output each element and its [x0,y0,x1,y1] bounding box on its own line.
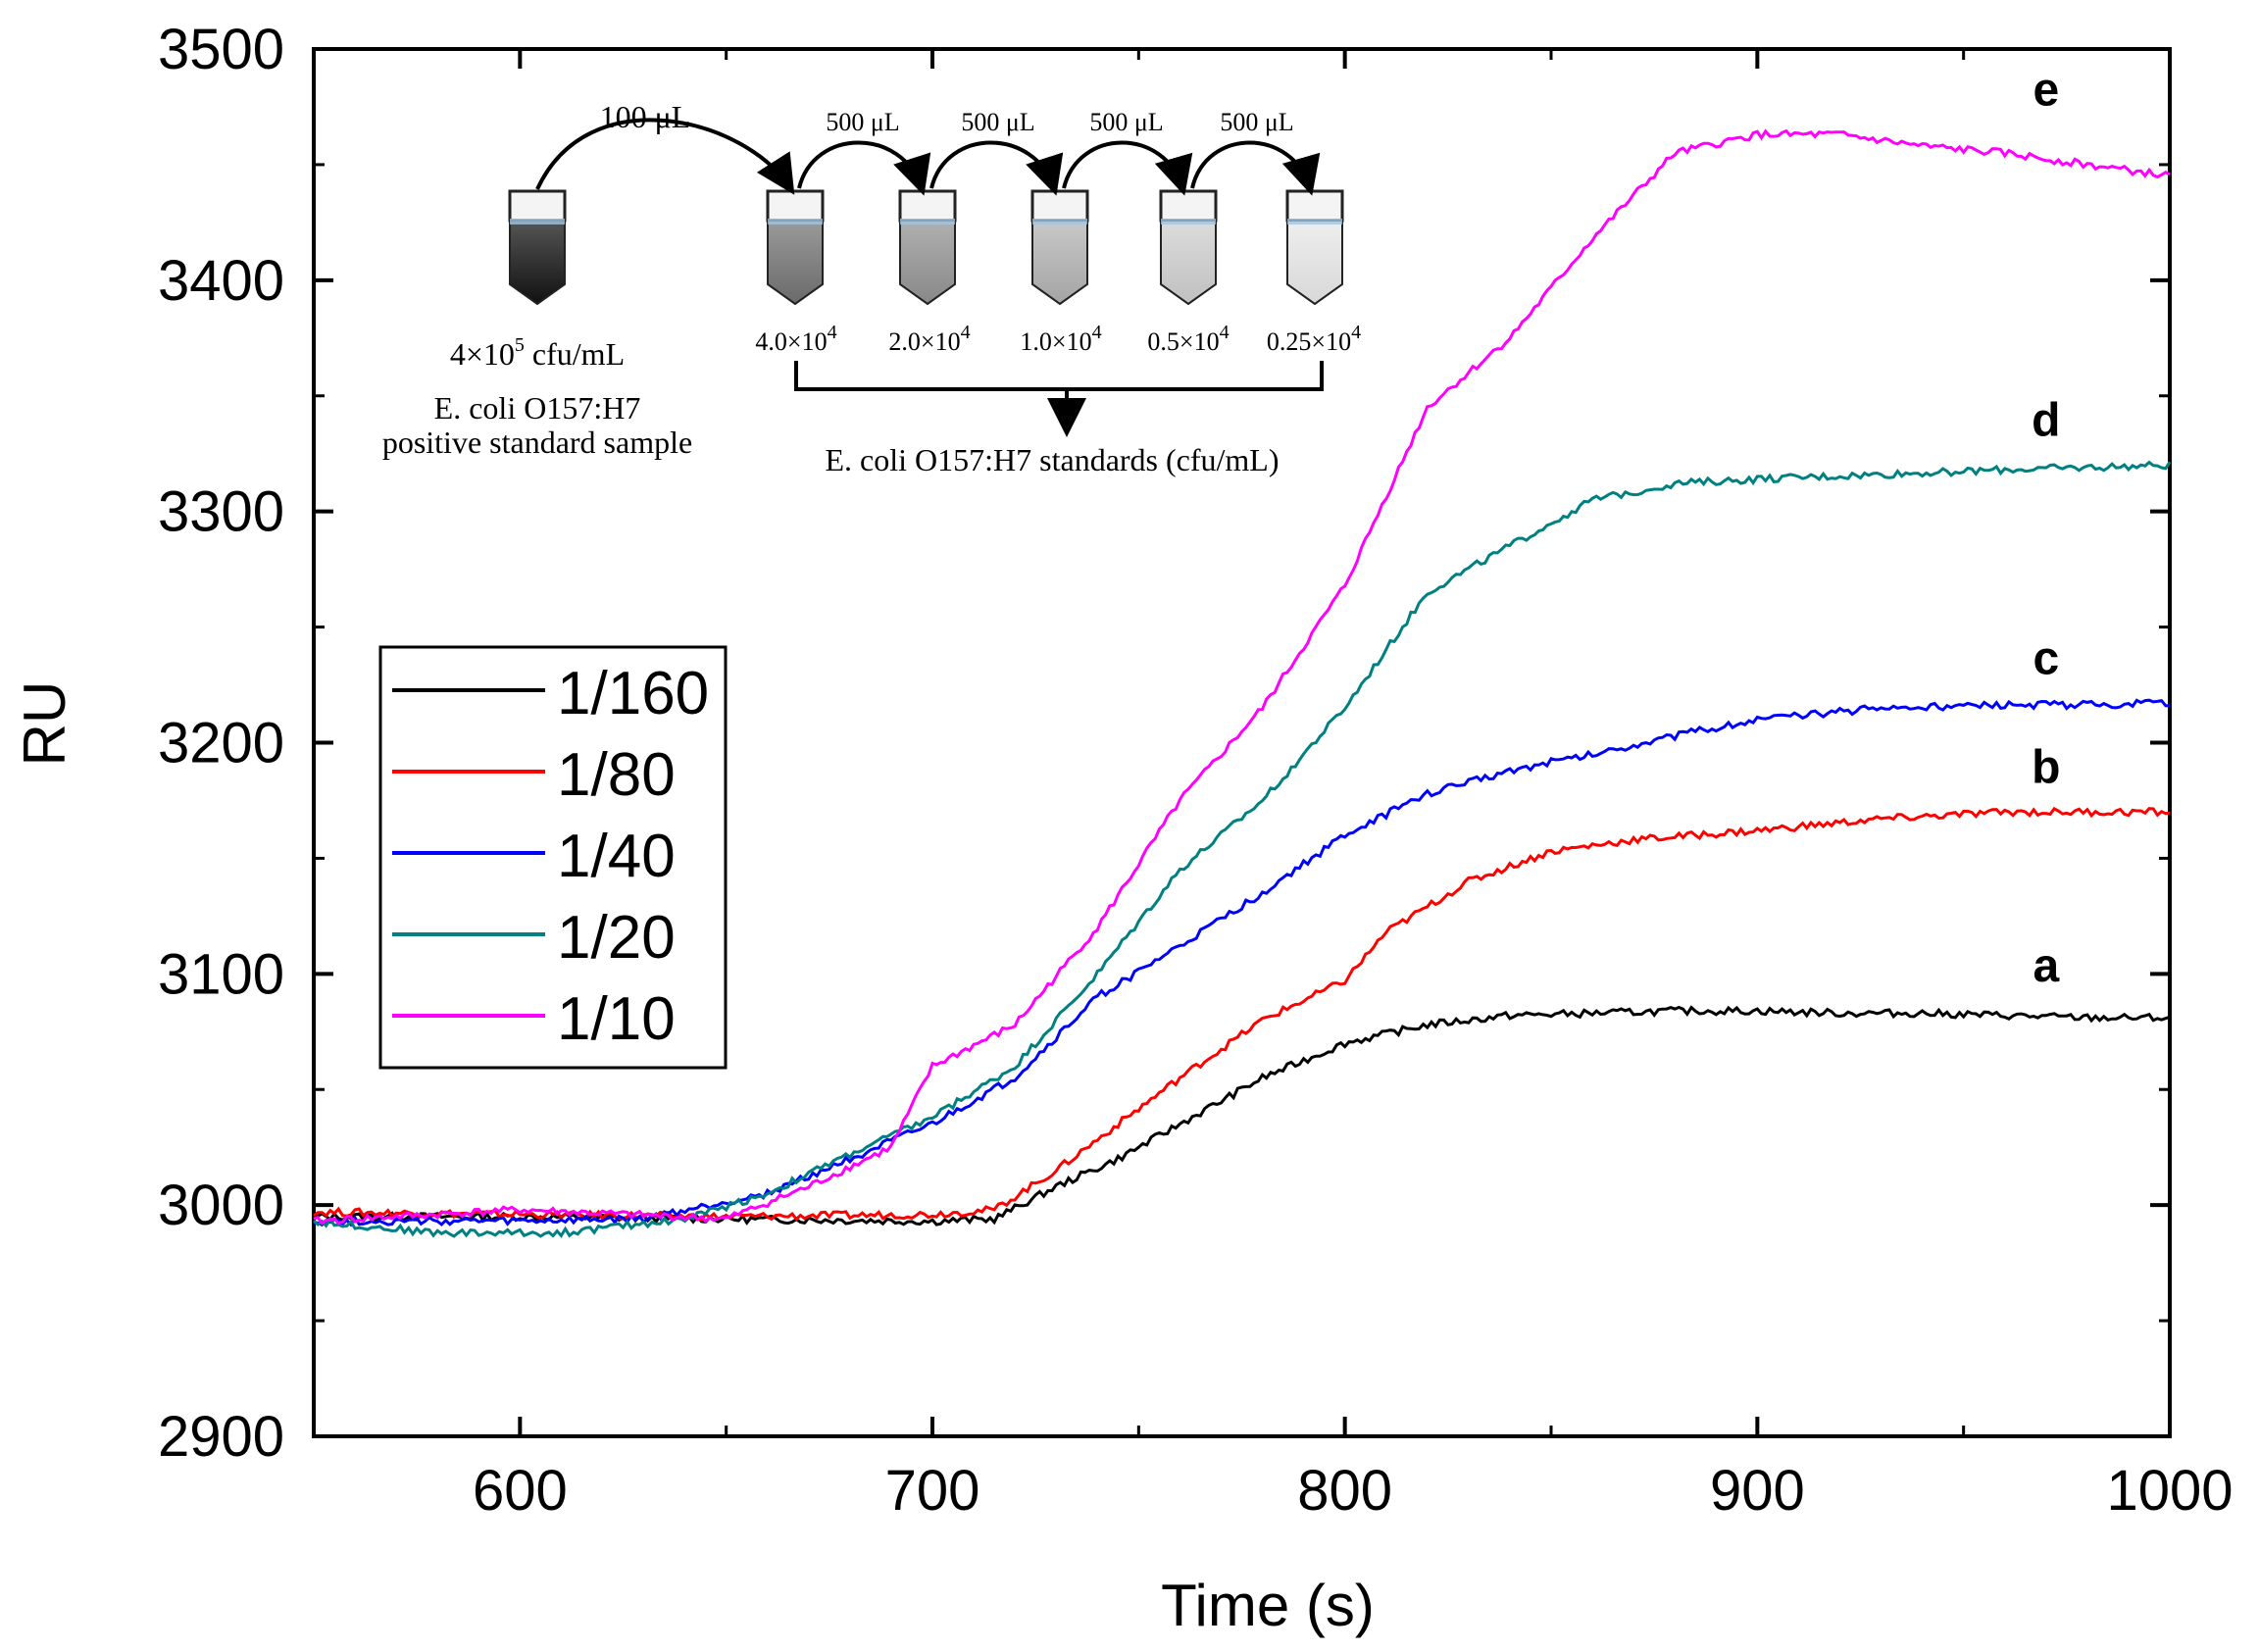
transfer-volume-label-2: 500 μL [961,108,1034,136]
curve-tag-b: b [2032,741,2060,793]
curve-tag-a: a [2033,940,2059,992]
curve-tag-c: c [2033,632,2059,684]
dilution-label-2: 2.0×104 [888,322,970,356]
legend-label-b: 1/80 [557,741,676,809]
legend-label-a: 1/160 [557,660,709,727]
y-tick-label: 3400 [158,249,284,313]
legend-label-d: 1/20 [557,904,676,972]
dilution-label-1: 4.0×104 [755,322,836,356]
curve-tags: a b c d e [2032,64,2060,992]
dilution-label-5: 0.25×104 [1267,322,1361,356]
y-axis-title: RU [12,681,77,767]
dilution-label-3: 1.0×104 [1020,322,1101,356]
legend-box [378,645,728,1070]
dilution-tube-2 [898,189,957,306]
transfer-arrow-2 [797,140,931,196]
series-line-e [313,128,2171,1226]
standards-label: E. coli O157:H7 standards (cfu/mL) [826,442,1280,477]
curve-tag-e: e [2033,64,2059,116]
legend: 1/160 1/80 1/40 1/20 1/10 [378,645,728,1070]
series-line-c [314,698,2171,1227]
transfer-arrow-1 [535,118,795,195]
stock-concentration: 4×105 cfu/mL [450,334,625,372]
x-axis-title: Time (s) [1161,1573,1375,1638]
legend-label-c: 1/40 [557,823,676,890]
transfer-arrow-3 [929,140,1064,196]
dilution-diagram: 100 μL 500 μL 500 μL 500 μL 500 μL 4×105… [382,99,1361,477]
stock-organism: E. coli O157:H7 [434,390,641,426]
y-tick-label: 3200 [158,712,284,776]
transfer-volume-label-4: 500 μL [1220,108,1293,136]
x-tick-label: 1000 [2106,1459,2233,1523]
y-tick-label: 3000 [158,1174,284,1237]
curve-tag-d: d [2032,395,2060,447]
x-tick-label: 700 [885,1459,980,1523]
dilution-tube-4 [1159,189,1218,306]
x-tick-label: 900 [1710,1459,1805,1523]
legend-label-e: 1/10 [557,985,676,1053]
standards-bracket [794,361,1324,429]
x-tick-label: 600 [473,1459,568,1523]
transfer-arrow-4 [1062,140,1193,196]
series-layer [313,128,2172,1238]
transfer-volume-label-1: 500 μL [826,108,899,136]
y-tick-label: 3500 [158,18,284,81]
series-line-d [313,460,2172,1238]
dilution-tube-3 [1030,189,1089,306]
transfer-volume-label-3: 500 μL [1089,108,1163,136]
y-tick-label: 3100 [158,942,284,1006]
y-tick-label: 2900 [158,1405,284,1469]
dilution-tube-5 [1285,189,1344,306]
stock-description: positive standard sample [382,425,692,460]
stock-tube [508,189,567,306]
x-tick-label: 800 [1297,1459,1392,1523]
dilution-label-4: 0.5×104 [1147,322,1229,356]
stock-volume-label: 100 μL [600,99,691,134]
y-tick-label: 3300 [158,480,284,544]
transfer-arrow-5 [1190,140,1321,196]
dilution-tube-1 [766,189,825,306]
axis-ticks: 600 700 800 900 1000 2900 3000 3100 3200 3300 3400… [158,18,2234,1523]
